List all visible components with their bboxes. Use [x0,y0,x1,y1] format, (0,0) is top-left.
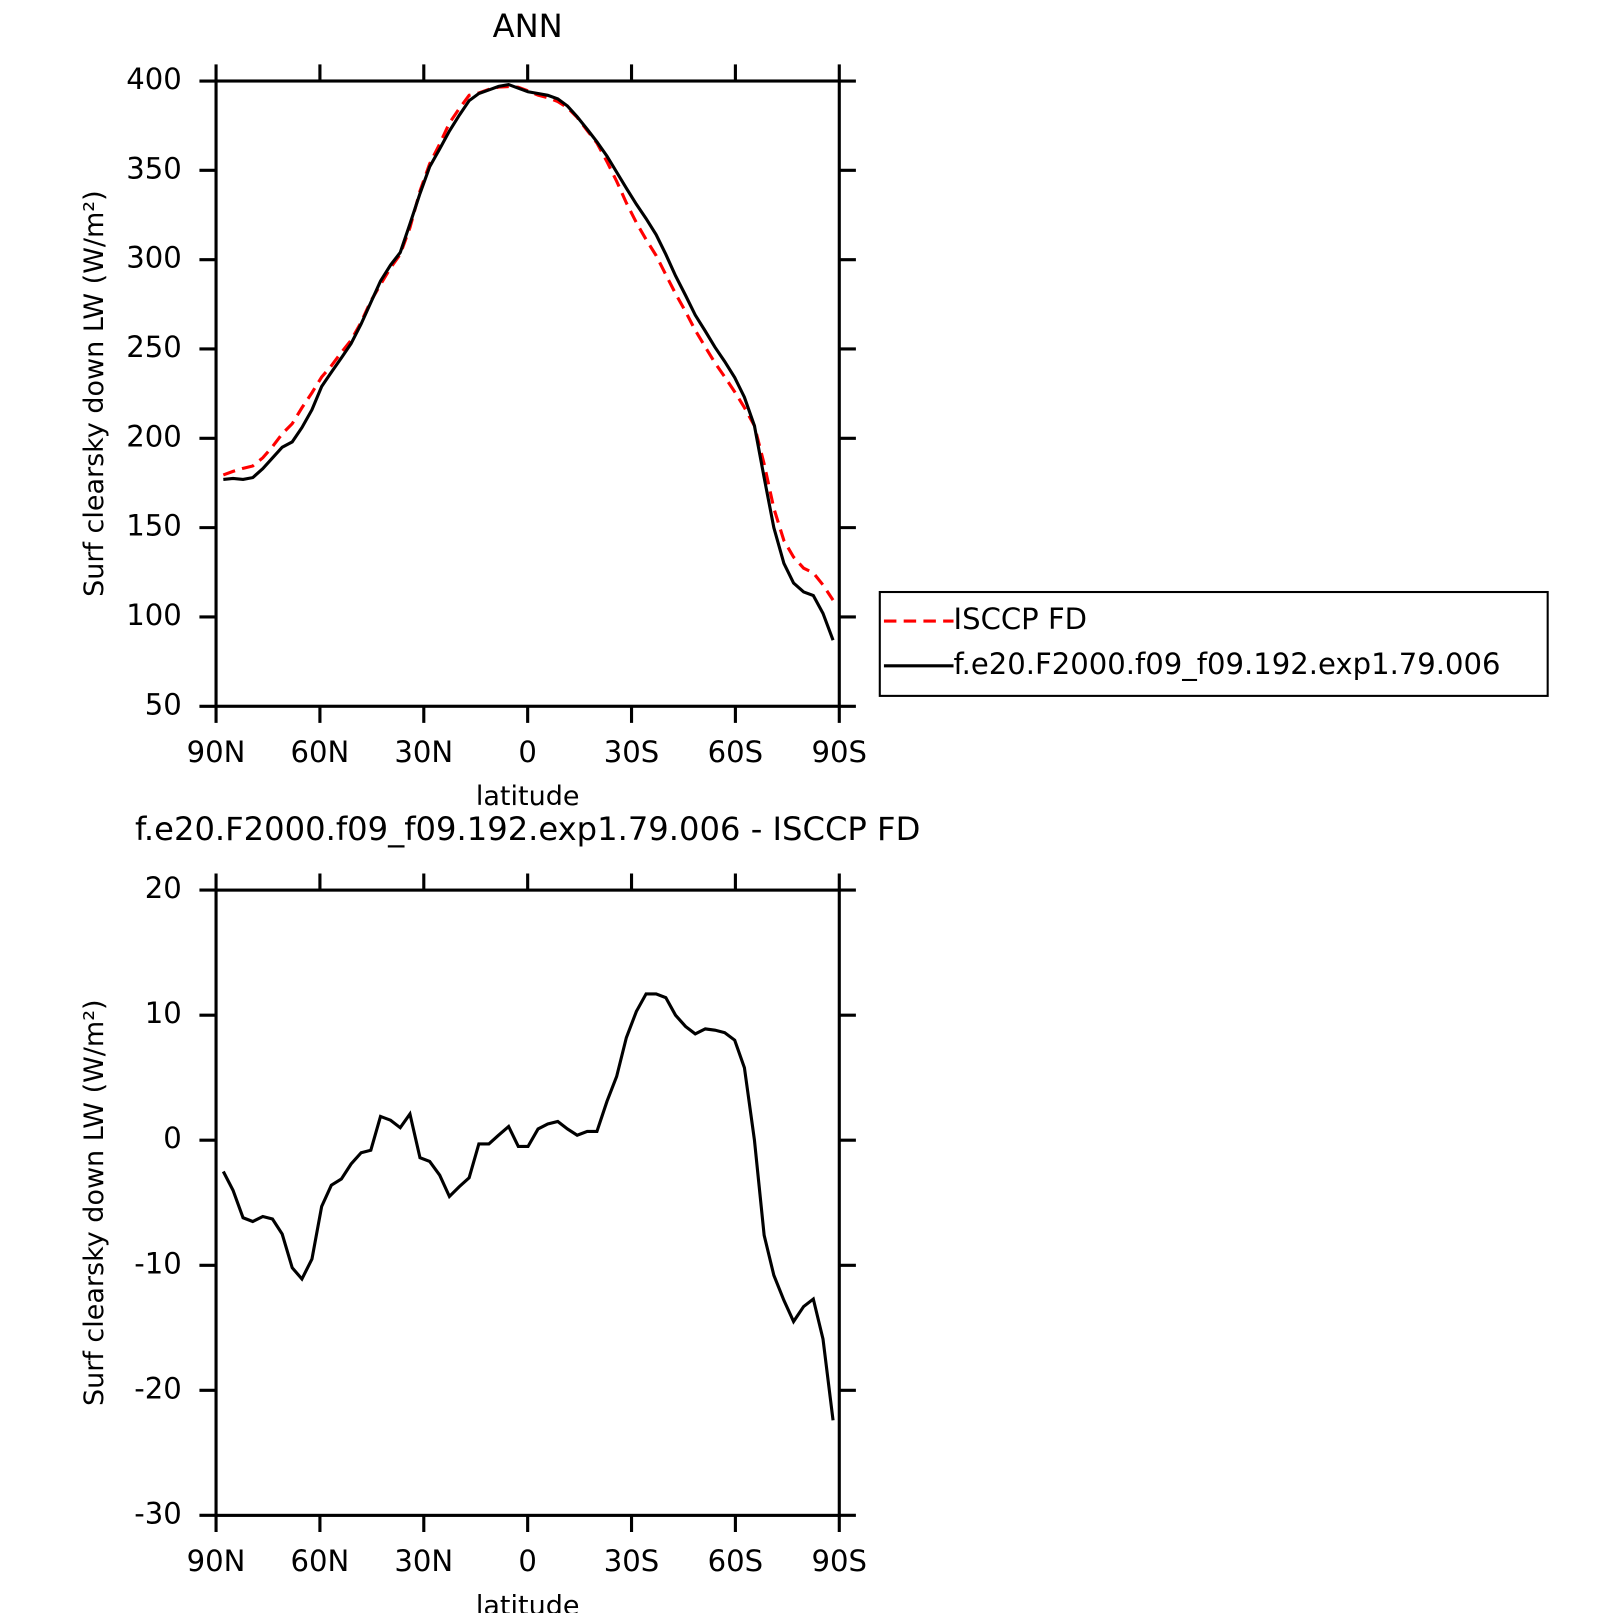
legend-label: ISCCP FD [954,602,1088,636]
y-tick-label: 0 [163,1121,182,1155]
y-tick-label: 10 [145,996,182,1030]
y-tick-label: 150 [126,509,182,543]
x-tick-label: 30N [394,735,453,769]
y-tick-label: 200 [126,419,182,453]
y-tick-label: 50 [145,687,182,721]
x-tick-label: 30N [394,1544,453,1578]
y-axis-label: Surf clearsky down LW (W/m²) [79,190,110,597]
y-tick-label: 20 [145,871,182,905]
x-axis-label: latitude [476,1590,580,1613]
x-tick-label: 90S [812,735,867,769]
x-tick-label: 60S [708,735,763,769]
x-tick-label: 60N [291,1544,350,1578]
plot-frame [214,888,841,1517]
x-tick-label: 0 [518,735,537,769]
x-tick-label: 0 [518,1544,537,1578]
y-tick-label: 350 [126,151,182,185]
legend-box [878,590,1549,697]
x-tick-label: 60N [291,735,350,769]
y-tick-label: 400 [126,62,182,96]
x-tick-label: 90N [187,735,246,769]
x-tick-label: 60S [708,1544,763,1578]
data-line [223,82,835,641]
y-tick-label: 100 [126,598,182,632]
plot-frame [214,79,841,708]
y-tick-label: -20 [134,1371,182,1405]
data-line [221,992,835,1421]
chart-title: f.e20.F2000.f09_f09.192.exp1.79.006 - IS… [135,810,920,848]
y-tick-label: 250 [126,330,182,364]
y-tick-label: 300 [126,241,182,275]
x-tick-label: 30S [604,735,659,769]
legend-label: f.e20.F2000.f09_f09.192.exp1.79.006 [954,647,1501,681]
y-tick-label: -30 [134,1496,182,1530]
x-tick-label: 90S [812,1544,867,1578]
x-axis-label: latitude [476,781,580,812]
y-tick-label: -10 [134,1246,182,1280]
x-tick-label: 90N [187,1544,246,1578]
data-line [222,84,835,602]
chart-title: ANN [493,7,563,45]
y-axis-label: Surf clearsky down LW (W/m²) [79,999,110,1406]
x-tick-label: 30S [604,1544,659,1578]
